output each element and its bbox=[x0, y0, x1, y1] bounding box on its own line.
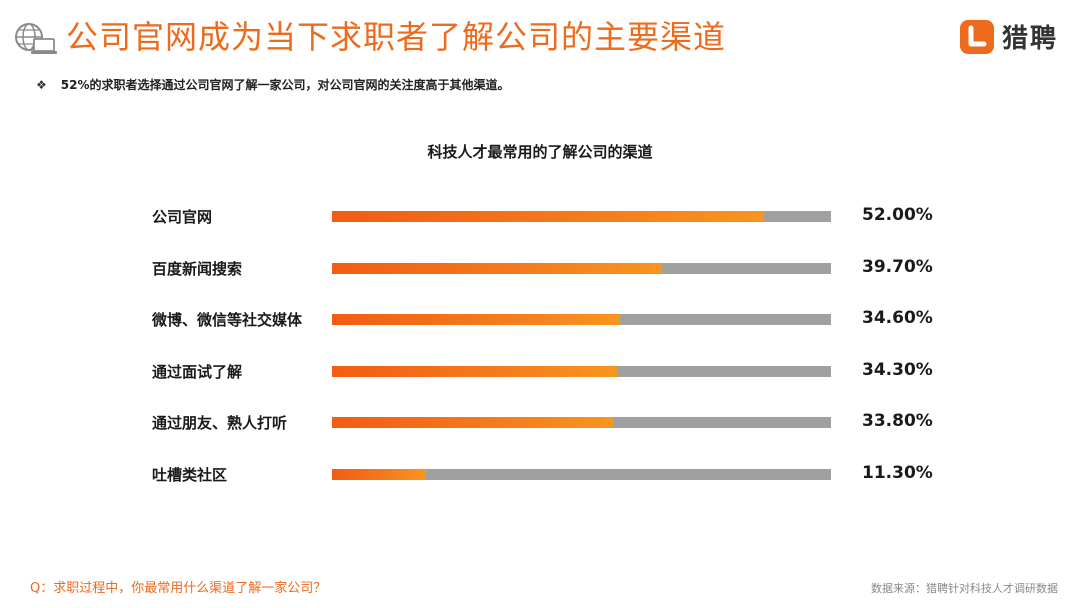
key-finding: ❖ 52%的求职者选择通过公司官网了解一家公司，对公司官网的关注度高于其他渠道。 bbox=[36, 76, 510, 93]
page-title: 公司官网成为当下求职者了解公司的主要渠道 bbox=[66, 18, 727, 56]
bar bbox=[332, 262, 663, 274]
category-label: 通过面试了解 bbox=[152, 362, 243, 381]
liepin-logo-icon bbox=[959, 19, 994, 54]
bar bbox=[332, 417, 614, 429]
value-label: 52.00% bbox=[862, 205, 933, 225]
value-label: 33.80% bbox=[862, 411, 933, 432]
category-label: 通过朋友、熟人打听 bbox=[152, 414, 288, 433]
bar bbox=[332, 211, 765, 222]
survey-question: Q：求职过程中，你最常用什么渠道了解一家公司？ bbox=[30, 581, 327, 596]
globe-laptop-icon bbox=[15, 23, 57, 54]
logo-text: 猎聘 bbox=[1001, 24, 1058, 54]
brand-logo: 猎聘 bbox=[959, 18, 1058, 55]
value-label: 11.30% bbox=[862, 463, 933, 483]
data-source: 数据来源：猎聘针对科技人才调研数据 bbox=[871, 582, 1058, 595]
chart-title: 科技人才最常用的了解公司的渠道 bbox=[427, 143, 653, 161]
bar-track bbox=[332, 211, 831, 222]
value-label: 39.70% bbox=[862, 256, 933, 277]
diamond-bullet-icon: ❖ bbox=[36, 77, 47, 92]
category-label: 微博、微信等社交媒体 bbox=[152, 311, 303, 330]
category-label: 百度新闻搜索 bbox=[152, 259, 243, 278]
category-label: 公司官网 bbox=[152, 208, 213, 226]
bar bbox=[332, 365, 618, 377]
value-label: 34.60% bbox=[862, 308, 933, 329]
bar-track bbox=[332, 262, 831, 274]
value-label: 34.30% bbox=[862, 359, 933, 380]
bar-track bbox=[332, 469, 831, 480]
bar-track bbox=[332, 314, 831, 326]
category-label: 吐槽类社区 bbox=[152, 466, 228, 484]
bar-track bbox=[332, 365, 831, 377]
key-finding-text: 52%的求职者选择通过公司官网了解一家公司，对公司官网的关注度高于其他渠道。 bbox=[60, 78, 510, 92]
bar bbox=[332, 314, 620, 326]
bar bbox=[332, 469, 426, 480]
bar-track bbox=[332, 417, 831, 429]
